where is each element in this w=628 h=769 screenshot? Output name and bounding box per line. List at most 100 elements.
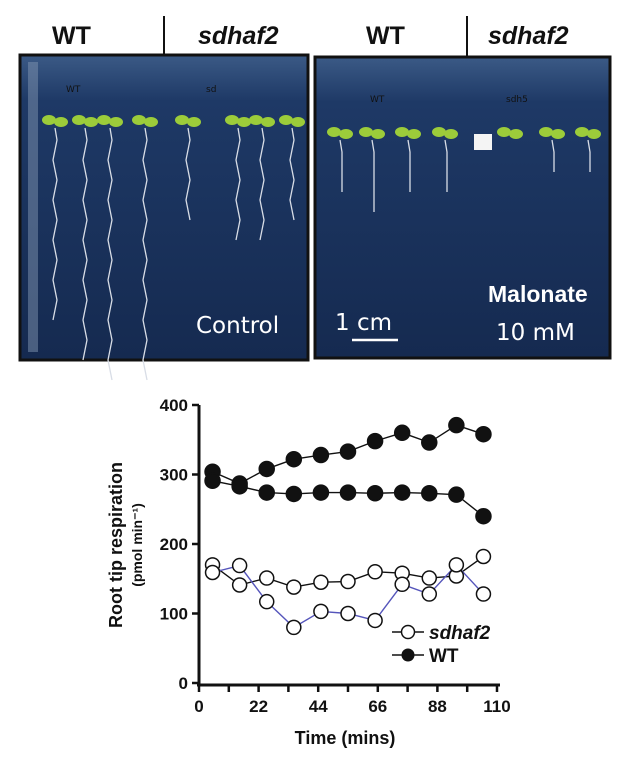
x-tick-label: 22 <box>249 697 268 716</box>
x-tick-label: 88 <box>428 697 447 716</box>
seedlings <box>327 127 601 212</box>
y-axis-label: Root tip respiration <box>106 462 126 628</box>
root <box>52 127 58 321</box>
cotyledon <box>444 129 458 139</box>
data-point-wt <box>448 416 465 434</box>
header-wt: WT <box>366 22 405 50</box>
data-point-wt <box>204 472 221 490</box>
cotyledon <box>497 127 511 137</box>
x-tick-label: 66 <box>368 697 387 716</box>
x-tick-label: 44 <box>309 697 328 716</box>
data-point-sdhaf2 <box>286 619 302 636</box>
data-point-wt <box>285 485 303 503</box>
data-point-sdhaf2 <box>313 574 329 590</box>
cotyledon <box>132 115 146 125</box>
cotyledon <box>339 129 353 139</box>
header-wt: WT <box>52 22 91 50</box>
cotyledon <box>509 129 523 139</box>
cotyledon <box>54 117 68 127</box>
cotyledon <box>175 115 189 125</box>
data-point-sdhaf2 <box>475 548 492 565</box>
cotyledon <box>587 129 601 139</box>
data-point-sdhaf2 <box>340 605 356 622</box>
handwritten-wt: WT <box>370 95 385 105</box>
data-point-sdhaf2 <box>231 577 248 593</box>
x-tick-label: 110 <box>483 697 510 716</box>
cotyledon <box>187 117 201 127</box>
chart: 0 100 200 300 400 0 22 44 66 88 110 Time (mins) Ro… <box>106 396 511 748</box>
data-point-wt <box>312 484 330 501</box>
data-point-sdhaf2 <box>313 603 329 620</box>
data-point-wt <box>421 434 438 451</box>
data-point-sdhaf2 <box>475 586 492 602</box>
cotyledon <box>371 129 385 139</box>
header-sdhaf2: sdhaf2 <box>488 22 569 50</box>
x-axis-label: Time (mins) <box>295 728 396 748</box>
data-point-wt <box>393 484 411 501</box>
y-tick-label: 300 <box>160 466 188 485</box>
data-point-sdhaf2 <box>367 612 383 629</box>
root <box>259 127 265 241</box>
root <box>82 127 88 361</box>
data-point-wt <box>448 486 465 503</box>
data-point-wt <box>285 450 303 468</box>
data-point-wt <box>366 432 384 450</box>
x-tick-label: 0 <box>194 697 203 716</box>
cotyledon <box>327 127 341 137</box>
data-point-sdhaf2 <box>286 579 302 595</box>
y-tick-label: 0 <box>179 674 188 693</box>
data-point-wt <box>258 460 275 478</box>
legend-label-wt: WT <box>429 646 459 667</box>
data-point-sdhaf2 <box>340 573 356 590</box>
data-point-sdhaf2 <box>231 557 248 574</box>
data-point-sdhaf2 <box>421 586 438 602</box>
data-point-sdhaf2 <box>394 576 410 593</box>
cotyledon <box>407 129 421 139</box>
root <box>107 127 113 381</box>
cotyledon <box>261 117 275 127</box>
cotyledon <box>249 115 263 125</box>
data-point-sdhaf2 <box>367 564 383 580</box>
root <box>185 127 191 221</box>
cotyledon <box>359 127 373 137</box>
data-point-sdhaf2 <box>421 570 438 586</box>
cotyledon <box>84 117 98 127</box>
root <box>289 127 295 221</box>
cotyledon <box>432 127 446 137</box>
y-tick-label: 200 <box>160 535 188 554</box>
cotyledon <box>539 127 553 137</box>
cotyledon <box>109 117 123 127</box>
cotyledon <box>279 115 293 125</box>
seedlings <box>42 115 305 381</box>
data-point-sdhaf2 <box>258 570 275 586</box>
data-point-wt <box>421 485 438 502</box>
photo-panel-malonate: WT sdhaf2 WT sdh5 Malonate 10 mM 1 cm <box>313 16 612 360</box>
scale-bar-label: 1 cm <box>335 310 392 336</box>
light-reflection <box>474 134 492 150</box>
root <box>371 139 375 212</box>
legend-label-sdhaf2: sdhaf2 <box>429 623 491 644</box>
data-point-sdhaf2 <box>258 593 275 610</box>
cotyledon <box>97 115 111 125</box>
cotyledon <box>237 117 251 127</box>
root <box>235 127 241 241</box>
data-point-wt <box>393 424 411 442</box>
legend-filled-circle-icon <box>401 648 415 662</box>
root <box>339 139 343 192</box>
plate-edge <box>28 62 38 352</box>
y-axis-unit: (pmol min⁻¹) <box>129 503 145 587</box>
legend: sdhaf2 WT <box>392 623 491 667</box>
header-sdhaf2: sdhaf2 <box>198 22 279 50</box>
data-point-wt <box>258 484 275 501</box>
y-tick-label: 400 <box>160 396 188 415</box>
cotyledon <box>72 115 86 125</box>
data-point-sdhaf2 <box>204 564 221 581</box>
root <box>444 139 448 192</box>
data-point-wt <box>339 484 357 501</box>
data-point-wt <box>366 485 384 502</box>
legend-open-circle-icon <box>400 624 416 640</box>
data-point-wt <box>475 425 492 443</box>
y-tick-label: 100 <box>160 605 188 624</box>
handwritten-wt: WT <box>66 85 81 95</box>
